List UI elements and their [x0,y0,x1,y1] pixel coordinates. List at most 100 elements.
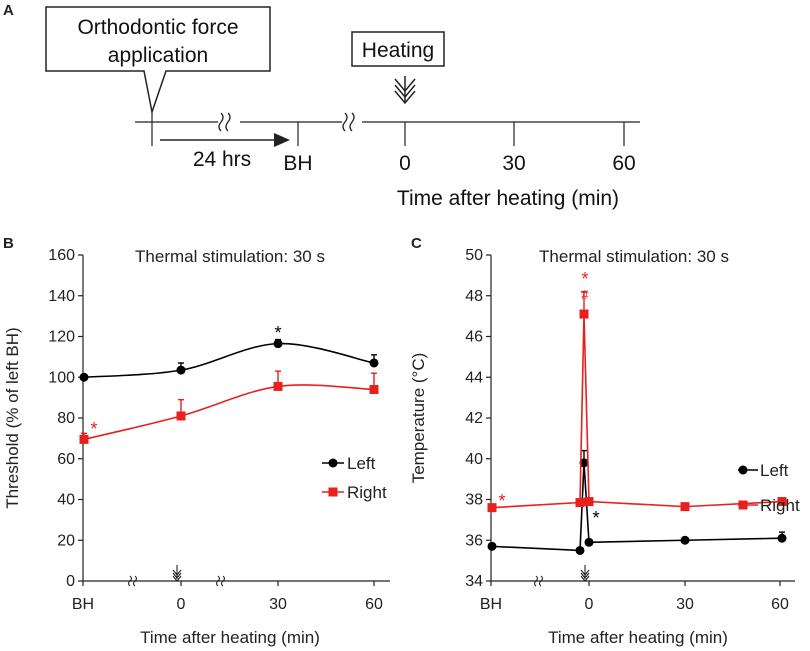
y-tick-label: 0 [66,573,75,590]
data-point-left [680,535,690,545]
timeline-axis [135,112,640,146]
chart-b-x-axis-label: Time after heating (min) [140,628,320,647]
chart-c-annotation-right-bh: * [498,491,505,511]
data-point-left [369,358,379,368]
data-point-left [579,458,589,468]
y-tick-label: 160 [48,247,75,264]
duration-arrow [160,133,290,147]
y-tick-label: 46 [465,329,483,346]
y-tick-label: 40 [57,492,75,509]
force-callout-line1: Orthodontic force [77,16,238,39]
x-tick-label: 30 [676,596,694,613]
panel-b-label: B [3,235,14,252]
y-tick-label: 40 [465,451,483,468]
x-tick-label: BH [72,596,94,613]
heating-callout-box [351,31,445,67]
arrowhead-icon [274,133,290,147]
legend-left-label: Left [760,461,789,480]
data-point-right [369,384,379,394]
chart-b-annotation-right-bh: * [90,419,97,439]
chart-c-marks [487,290,787,555]
chart-b-marks [79,338,379,444]
legend-right-label: Right [760,496,800,515]
axis-break-icon [127,575,138,587]
chart-c-axes: 34 36 38 40 42 44 46 48 50 BH 0 30 60 [465,247,795,613]
legend-left-marker [328,458,338,468]
x-tick-label: 60 [365,596,383,613]
chart-b-annotation-left-30: * [274,323,281,343]
chart-b-y-axis-label: Threshold (% of left BH) [3,327,22,508]
data-point-left [273,339,283,349]
y-tick-label: 60 [57,451,75,468]
x-tick-label: 60 [771,596,789,613]
duration-label: 24 hrs [193,148,251,171]
axis-break-icon [342,112,355,132]
panel-a-label: A [3,2,14,19]
force-callout-box [45,6,271,115]
data-point-left [79,372,89,382]
chart-b-legend: Left Right [322,454,387,502]
x-tick-label: BH [480,596,502,613]
legend-right-marker [738,500,748,510]
series-line-right [491,314,783,509]
legend-right-label: Right [347,483,387,502]
heating-callout-label: Heating [362,39,434,62]
heating-arrow-icon [580,565,590,582]
axis-break-icon [218,112,231,132]
data-point-right [487,503,497,513]
series-line-left [83,342,375,379]
y-tick-label: 100 [48,369,75,386]
panel-c-label: C [411,235,422,252]
chart-c-y-axis-label: Temperature (°C) [409,353,428,484]
y-tick-label: 20 [57,532,75,549]
panel-b-chart: B Thermal stimulation: 30 s Time after h… [3,235,390,647]
data-point-right [79,434,89,444]
chart-c-annotation-right-heating-star: * [581,269,588,289]
y-tick-label: 80 [57,410,75,427]
legend-right-marker [328,487,338,497]
timeline-label-60: 60 [612,152,635,175]
y-tick-label: 34 [465,573,483,590]
y-tick-label: 48 [465,288,483,305]
timeline-label-30: 30 [502,152,525,175]
chart-c-legend: Left Right [738,461,800,515]
data-point-left [487,541,497,551]
y-tick-label: 38 [465,492,483,509]
axis-break-icon [215,575,226,587]
chart-c-annotation-left-heating: * [592,508,599,528]
panel-a: A Orthodontic force application Heating [3,2,640,210]
data-point-right [777,497,787,507]
chart-c-title: Thermal stimulation: 30 s [539,247,729,266]
y-tick-label: 120 [48,329,75,346]
legend-left-marker [738,465,748,475]
chart-c-annotation-right-heating-hash: # [581,287,589,302]
data-point-right [680,502,690,512]
data-point-left [176,365,186,375]
heating-arrow-icon [172,565,182,582]
data-point-right [584,497,594,507]
data-point-right [176,411,186,421]
series-line-right [83,384,375,441]
timeline-label-0: 0 [399,152,411,175]
y-tick-label: 36 [465,532,483,549]
timeline-label-bh: BH [283,152,312,175]
data-point-right [575,498,585,508]
chart-b-axes: 0 20 40 60 80 100 120 140 160 BH 0 30 60 [48,247,390,613]
y-tick-label: 140 [48,288,75,305]
x-tick-label: 0 [177,596,186,613]
data-point-left [584,537,594,547]
data-point-right [273,381,283,391]
y-tick-label: 42 [465,410,483,427]
chart-c-x-axis-label: Time after heating (min) [548,628,728,647]
x-tick-label: 30 [269,596,287,613]
heating-arrow-icon [394,76,416,105]
x-tick-label: 0 [585,596,594,613]
data-point-right [579,309,589,319]
axis-break-icon [533,575,544,587]
timeline-axis-label: Time after heating (min) [397,187,619,210]
data-point-left [575,545,585,555]
legend-left-label: Left [347,454,376,473]
data-point-left [777,533,787,543]
chart-b-title: Thermal stimulation: 30 s [135,247,325,266]
